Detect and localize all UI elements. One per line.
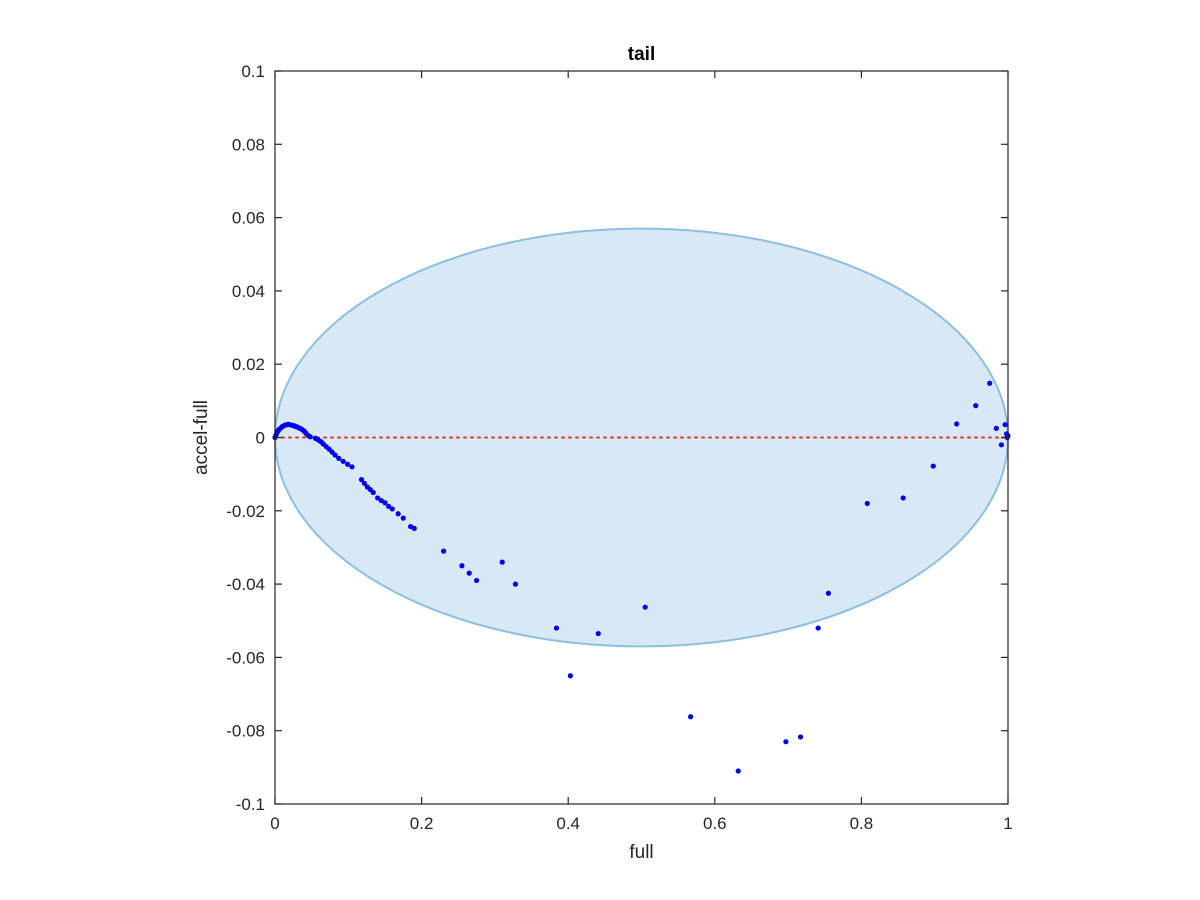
y-tick-label: -0.02 xyxy=(226,502,265,521)
x-tick-label: 0 xyxy=(270,814,279,833)
x-axis-label: full xyxy=(629,842,653,863)
data-point xyxy=(499,559,505,565)
data-point xyxy=(375,495,381,501)
data-point xyxy=(973,403,979,409)
data-point xyxy=(783,739,789,745)
data-point xyxy=(440,548,447,554)
data-point xyxy=(389,506,395,512)
data-point xyxy=(358,477,365,483)
data-point xyxy=(370,489,376,496)
data-point xyxy=(395,511,401,517)
data-point xyxy=(900,495,906,501)
data-point xyxy=(307,434,313,440)
data-point xyxy=(382,500,388,506)
chart-title: tail xyxy=(628,44,655,65)
data-point xyxy=(954,421,960,427)
data-point xyxy=(987,380,993,386)
data-point xyxy=(998,442,1005,448)
y-tick-label: 0.04 xyxy=(232,282,265,301)
data-point xyxy=(642,604,648,610)
data-point xyxy=(512,581,519,587)
data-point xyxy=(473,577,480,584)
data-point xyxy=(411,525,417,531)
x-tick-label: 0.2 xyxy=(410,814,434,833)
data-point xyxy=(340,458,346,464)
y-tick-label: 0.06 xyxy=(232,209,265,228)
y-tick-label: 0.02 xyxy=(232,355,265,374)
data-point xyxy=(553,625,560,631)
y-tick-label: 0 xyxy=(256,429,265,448)
y-tick-label: 0.08 xyxy=(232,135,265,154)
x-axis-ticks: 0 0.2 0.4 0.6 0.8 1 xyxy=(270,71,1013,833)
data-point xyxy=(864,500,870,507)
data-point xyxy=(735,768,741,774)
x-tick-label: 0.4 xyxy=(556,814,580,833)
data-point xyxy=(400,515,406,521)
data-point xyxy=(349,464,355,470)
data-point xyxy=(344,461,351,467)
data-point xyxy=(1002,422,1008,428)
data-point xyxy=(797,734,804,740)
data-point xyxy=(386,503,392,510)
x-tick-label: 0.8 xyxy=(850,814,874,833)
data-point xyxy=(567,673,573,679)
data-point xyxy=(332,452,338,458)
y-tick-label: -0.04 xyxy=(226,575,265,594)
data-point xyxy=(459,563,465,569)
y-tick-label: -0.1 xyxy=(236,795,265,814)
y-axis-ticks: -0.1 -0.08 -0.06 -0.04 -0.02 0 0.02 0.04 0.06 0.0… xyxy=(226,62,1008,814)
data-point xyxy=(993,425,999,431)
data-point xyxy=(336,455,342,461)
x-tick-label: 1 xyxy=(1003,814,1012,833)
x-tick-label: 0.6 xyxy=(703,814,727,833)
data-point xyxy=(825,590,832,596)
data-point xyxy=(688,714,694,720)
y-axis-label: accel-full xyxy=(191,400,212,475)
data-point xyxy=(466,570,472,576)
y-tick-label: 0.1 xyxy=(241,62,265,81)
y-tick-label: -0.06 xyxy=(226,648,265,667)
data-point xyxy=(815,625,821,631)
data-point xyxy=(595,630,601,637)
data-point xyxy=(361,480,368,486)
y-tick-label: -0.08 xyxy=(226,722,265,741)
data-point xyxy=(930,463,936,469)
